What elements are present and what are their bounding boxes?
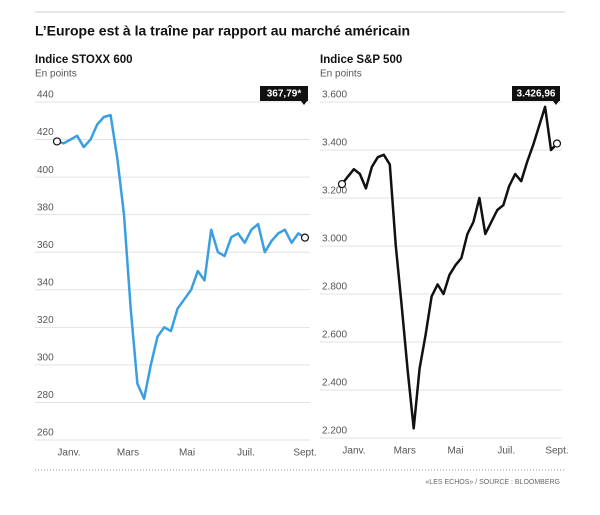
x-tick-label: Mars [394,446,416,457]
annotation: 367,79* [267,89,302,100]
panel-title: Indice S&P 500 [320,54,402,66]
panel-subtitle: En points [320,69,362,80]
x-tick-label: Mai [447,446,463,457]
x-tick-label: Juil. [237,448,255,459]
y-tick-label: 360 [37,240,54,251]
start-marker [337,179,347,189]
y-tick-label: 3.600 [322,90,347,101]
x-tick-label: Janv. [57,448,80,459]
annotation-box [260,86,308,101]
page-title: L’Europe est à la traîne par rapport au … [35,23,410,39]
y-tick-label: 2.800 [322,282,347,293]
x-tick-label: Sept. [293,448,316,459]
y-tick-label: 260 [37,428,54,439]
y-tick-label: 2.400 [322,378,347,389]
y-tick-label: 300 [37,353,54,364]
y-tick-label: 2.600 [322,330,347,341]
panel-title: Indice STOXX 600 [35,54,133,66]
start-marker [52,137,62,146]
x-tick-label: Sept. [545,446,568,457]
y-tick-label: 380 [37,202,54,213]
y-tick-label: 340 [37,277,54,288]
panel-subtitle: En points [35,69,77,80]
x-tick-label: Juil. [497,446,515,457]
y-tick-label: 400 [37,165,54,176]
line [56,113,306,400]
annotation: 3.426,96 [517,89,556,100]
end-marker [300,233,310,242]
y-tick-label: 440 [37,90,54,101]
y-tick-label: 3.400 [322,138,347,149]
y-tick-label: 3.200 [322,186,347,197]
y-tick-label: 2.200 [322,426,347,437]
annotation-pointer [301,101,307,105]
y-tick-label: 420 [37,127,54,138]
y-tick-label: 3.000 [322,234,347,245]
x-tick-label: Janv. [342,446,365,457]
x-tick-label: Mars [117,448,139,459]
end-marker [552,139,562,148]
x-tick-label: Mai [179,448,195,459]
line [341,105,558,430]
annotation-pointer [553,101,559,105]
y-tick-label: 280 [37,390,54,401]
y-tick-label: 320 [37,315,54,326]
source: «LES ECHOS» / SOURCE : BLOOMBERG [425,479,560,486]
annotation-box [512,86,560,101]
